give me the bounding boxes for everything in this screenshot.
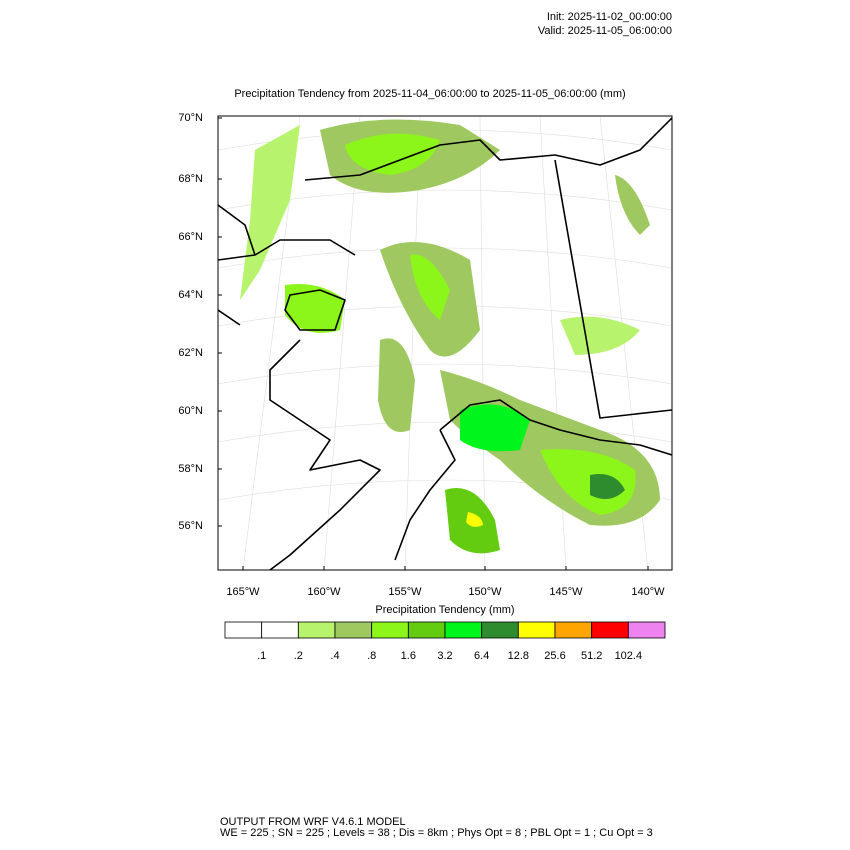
colorbar-box	[517, 621, 556, 639]
lat-label: 70°N	[178, 112, 203, 124]
lat-label: 56°N	[178, 520, 203, 532]
map-frame	[217, 115, 673, 571]
colorbar-title: Precipitation Tendency (mm)	[375, 604, 514, 616]
colorbar-label: 102.4	[615, 650, 643, 662]
lat-label: 60°N	[178, 405, 203, 417]
colorbar-label: 25.6	[544, 650, 565, 662]
footer-line: WE = 225 ; SN = 225 ; Levels = 38 ; Dis …	[220, 827, 653, 839]
lat-label: 58°N	[178, 463, 203, 475]
lon-label: 160°W	[307, 586, 341, 598]
colorbar-box	[224, 621, 263, 639]
colorbar-label: 51.2	[581, 650, 602, 662]
lon-label: 145°W	[549, 586, 583, 598]
lon-label: 140°W	[631, 586, 665, 598]
colorbar-label: 1.6	[401, 650, 416, 662]
lat-label: 68°N	[178, 173, 203, 185]
colorbar-box	[627, 621, 666, 639]
coastlines	[218, 117, 672, 570]
colorbar-label: .4	[330, 650, 339, 662]
precipitation	[240, 119, 660, 554]
colorbar-box	[591, 621, 629, 639]
colorbar-box	[297, 621, 336, 639]
colorbar-label: .2	[294, 650, 303, 662]
map	[217, 115, 673, 571]
colorbar-box	[481, 621, 519, 639]
lat-label: 66°N	[178, 231, 203, 243]
colorbar-box	[407, 621, 446, 639]
lon-label: 165°W	[226, 586, 260, 598]
init-time: Init: 2025-11-02_00:00:00	[547, 11, 672, 23]
colorbar-label: .1	[257, 650, 266, 662]
colorbar-box	[554, 621, 593, 639]
lat-label: 62°N	[178, 347, 203, 359]
lat-label: 64°N	[178, 289, 203, 301]
colorbar-box	[371, 621, 409, 639]
colorbar-box	[444, 621, 483, 639]
colorbar-label: 6.4	[474, 650, 489, 662]
colorbar-label: 12.8	[508, 650, 529, 662]
footer-line: OUTPUT FROM WRF V4.6.1 MODEL	[220, 816, 406, 828]
colorbar-box	[334, 621, 373, 639]
colorbar-label: .8	[367, 650, 376, 662]
colorbar-label: 3.2	[437, 650, 452, 662]
valid-time: Valid: 2025-11-05_06:00:00	[538, 25, 672, 37]
map-title: Precipitation Tendency from 2025-11-04_0…	[234, 88, 625, 100]
colorbar-box	[261, 621, 299, 639]
lon-label: 155°W	[388, 586, 422, 598]
lon-label: 150°W	[468, 586, 502, 598]
